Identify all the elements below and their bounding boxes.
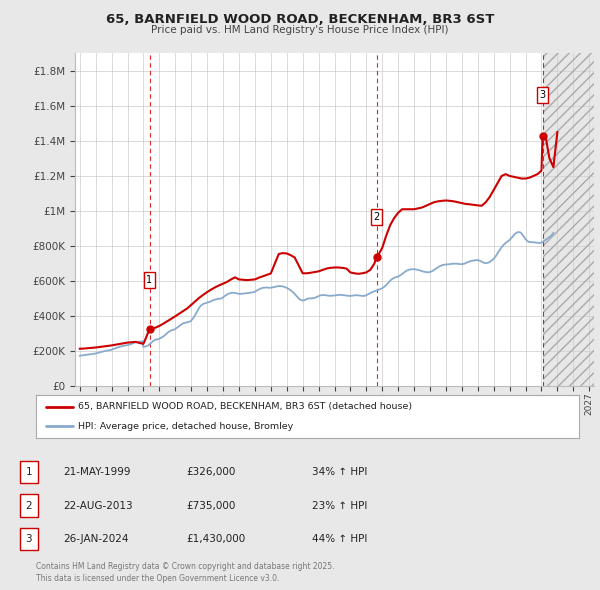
- Text: 44% ↑ HPI: 44% ↑ HPI: [312, 535, 367, 544]
- Text: 65, BARNFIELD WOOD ROAD, BECKENHAM, BR3 6ST: 65, BARNFIELD WOOD ROAD, BECKENHAM, BR3 …: [106, 13, 494, 26]
- Bar: [542, 53, 594, 386]
- Text: 22-AUG-2013: 22-AUG-2013: [63, 501, 133, 510]
- Text: Price paid vs. HM Land Registry's House Price Index (HPI): Price paid vs. HM Land Registry's House …: [151, 25, 449, 35]
- Bar: [542, 53, 594, 386]
- Text: 2: 2: [25, 501, 32, 510]
- Text: £1,430,000: £1,430,000: [186, 535, 245, 544]
- Text: 3: 3: [25, 535, 32, 544]
- Text: 1: 1: [146, 275, 152, 285]
- Text: 26-JAN-2024: 26-JAN-2024: [63, 535, 128, 544]
- Text: 3: 3: [539, 90, 545, 100]
- Text: Contains HM Land Registry data © Crown copyright and database right 2025.
This d: Contains HM Land Registry data © Crown c…: [36, 562, 335, 583]
- Text: 21-MAY-1999: 21-MAY-1999: [63, 467, 131, 477]
- Text: 1: 1: [25, 467, 32, 477]
- Text: HPI: Average price, detached house, Bromley: HPI: Average price, detached house, Brom…: [79, 422, 293, 431]
- Text: 34% ↑ HPI: 34% ↑ HPI: [312, 467, 367, 477]
- Text: 65, BARNFIELD WOOD ROAD, BECKENHAM, BR3 6ST (detached house): 65, BARNFIELD WOOD ROAD, BECKENHAM, BR3 …: [79, 402, 412, 411]
- Text: £735,000: £735,000: [186, 501, 235, 510]
- Text: £326,000: £326,000: [186, 467, 235, 477]
- Text: 2: 2: [373, 212, 380, 222]
- Text: 23% ↑ HPI: 23% ↑ HPI: [312, 501, 367, 510]
